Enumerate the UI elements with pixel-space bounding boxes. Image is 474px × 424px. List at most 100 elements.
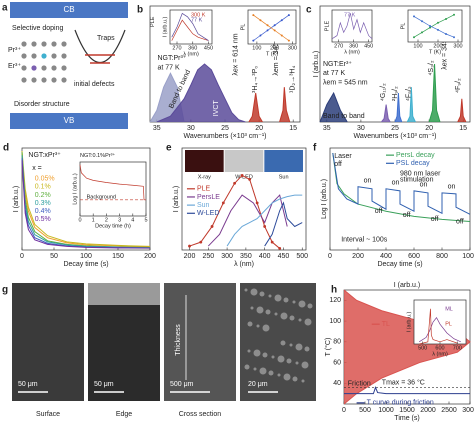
x-tick-label: 100	[413, 43, 422, 49]
x-axis-label: Decay time (s)	[63, 261, 108, 268]
x-axis-label: T (K)	[266, 51, 278, 57]
x-tick-label: 100	[80, 253, 92, 260]
x-tick-label: 360	[188, 45, 197, 51]
panel-letter: h	[331, 285, 337, 296]
grain	[262, 324, 270, 332]
y-axis-label: I (arb.u.)	[313, 51, 320, 77]
annotation: NGT:0.1%Pr³⁺	[80, 152, 115, 159]
x-axis-label: Decay time (h)	[95, 223, 131, 229]
area	[380, 104, 391, 123]
grain	[286, 358, 292, 364]
x-tick-label: 450	[278, 253, 290, 260]
plot-area	[331, 9, 373, 43]
x-tick-label: 450	[364, 43, 373, 49]
legend-entry: T curve during friction	[367, 400, 434, 407]
x-tick-label: 1000	[462, 253, 474, 260]
atom	[61, 65, 67, 71]
line	[207, 194, 288, 247]
scale-label: 500 μm	[170, 381, 194, 388]
point	[429, 25, 431, 27]
disorder-label: Disorder structure	[14, 101, 70, 108]
grain	[277, 373, 281, 377]
grain	[268, 294, 272, 298]
vb-band	[10, 113, 128, 129]
point	[421, 31, 423, 34]
point	[263, 225, 267, 228]
area	[279, 87, 291, 123]
grain	[244, 288, 248, 292]
x-tick-label: 1	[92, 217, 95, 223]
x-axis-label: T (K)	[429, 49, 441, 55]
legend-entry: PL	[445, 322, 452, 328]
annotation: ³H₄→³P₀	[252, 66, 259, 93]
y-tick-label: 120	[329, 297, 341, 304]
grain	[295, 343, 303, 351]
area	[406, 87, 416, 123]
x-tick-label: 0	[78, 217, 81, 223]
annotation: ¹D₂→³H₄	[289, 66, 296, 93]
grain	[262, 352, 268, 358]
x-tick-label: 300	[288, 45, 297, 51]
grain	[256, 324, 260, 328]
annotation: NGT:Er³⁺	[323, 61, 352, 68]
annotation: ⁴F₉/₂	[455, 78, 462, 93]
atom	[31, 65, 37, 71]
grain	[268, 370, 274, 376]
grain	[265, 309, 271, 315]
x-tick-label: 25	[391, 125, 399, 132]
grain	[280, 340, 286, 346]
annotation: at 77 K	[323, 70, 346, 77]
grain	[295, 361, 299, 365]
grain	[274, 312, 278, 316]
annotation: at 77 K	[158, 64, 181, 71]
point	[240, 174, 244, 177]
y-tick-label: 60	[333, 359, 341, 366]
image-label: Surface	[36, 411, 60, 418]
atom	[31, 77, 37, 83]
x-tick-label: 360	[349, 43, 358, 49]
grain	[247, 349, 251, 353]
grain	[244, 364, 250, 370]
legend-entry: PersL decay	[396, 152, 435, 159]
annotation: λex = 345 nm	[441, 27, 448, 69]
line	[21, 153, 151, 248]
annotation: λem = 345 nm	[273, 31, 280, 76]
scale-label: 50 μm	[94, 381, 114, 388]
doping-label: Selective doping	[12, 25, 63, 32]
point	[445, 33, 447, 35]
x-tick-label: 2500	[441, 407, 457, 414]
x-tick-label: 30	[187, 125, 195, 132]
legend-entry: 77 K	[344, 12, 356, 18]
x-tick-label: 35	[323, 125, 331, 132]
legend-entry: 0.3%	[35, 200, 51, 207]
atom	[51, 77, 57, 83]
x-tick-label: 300	[221, 253, 233, 260]
annotation: x =	[32, 165, 42, 172]
panel-letter: f	[313, 143, 317, 154]
y-axis-label: I (arb.u.)	[406, 311, 412, 332]
area	[428, 63, 441, 123]
atom	[51, 65, 57, 71]
cb-label: CB	[63, 5, 74, 14]
point	[278, 247, 282, 250]
cb-band	[10, 2, 128, 18]
point	[287, 39, 290, 42]
annotation: λem = 545 nm	[323, 79, 368, 86]
point	[273, 24, 276, 27]
line	[332, 153, 471, 215]
x-tick-label: 270	[334, 43, 343, 49]
grain	[250, 306, 254, 310]
x-tick-label: 200	[144, 253, 156, 260]
panel-letter: a	[2, 3, 8, 14]
point	[233, 181, 237, 185]
annotation: IVCT	[213, 100, 220, 117]
point	[273, 29, 276, 32]
annotation: on	[364, 177, 372, 184]
y-axis-label: I (arb.u.)	[162, 16, 168, 37]
x-tick-label: 50	[50, 253, 58, 260]
legend-entry: 300 K	[191, 13, 206, 19]
annotation: off	[334, 161, 342, 168]
x-axis-label: λ (nm)	[432, 351, 448, 357]
vb-label: VB	[64, 116, 75, 125]
edge-layer	[88, 283, 160, 305]
